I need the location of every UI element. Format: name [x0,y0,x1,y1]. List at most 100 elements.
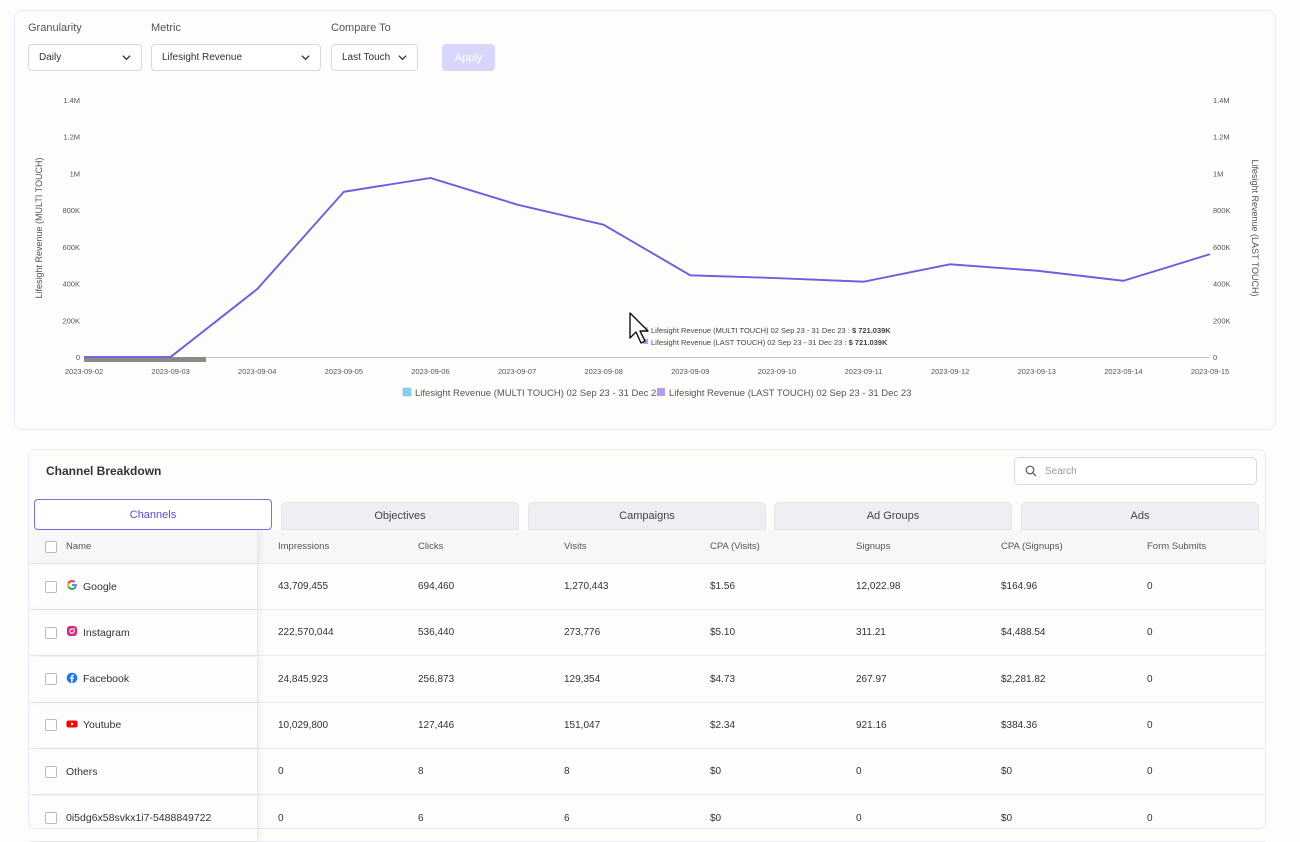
cell-impressions: 24,845,923 [278,673,329,685]
legend-swatch-last [657,388,665,396]
channel-name[interactable]: Others [66,749,98,794]
y-tick-label-right: 1.2M [1213,133,1230,142]
metric-select[interactable]: Lifesight Revenue [151,44,321,71]
tab-objectives[interactable]: Objectives [281,502,519,530]
tab-ads[interactable]: Ads [1021,502,1259,530]
cell-form-submits: 0 [1147,719,1153,731]
column-header-signups[interactable]: Signups [856,541,891,552]
chart-tooltip: Lifesight Revenue (MULTI TOUCH) 02 Sep 2… [643,326,891,347]
row-checkbox[interactable] [45,765,57,778]
cell-cpa-signups: $164.96 [1001,581,1038,592]
name-cell: Youtube [29,702,258,748]
column-header-visits[interactable]: Visits [564,541,587,552]
cell-impressions: 43,709,455 [278,581,329,592]
y-tick-label-right: 400K [1213,280,1231,289]
y-tick-label-right: 0 [1213,353,1217,362]
y-tick-label-right: 1M [1213,169,1223,178]
row-checkbox[interactable] [45,812,57,824]
name-cell: Facebook [29,656,258,702]
cell-visits: 8 [564,766,570,778]
cell-cpa-signups: $0 [1001,766,1013,778]
cell-cpa-signups: $0 [1001,812,1013,824]
channel-name[interactable]: Youtube [66,703,121,748]
cell-cpa-visits: $1.56 [710,581,736,592]
chevron-down-icon [122,55,131,61]
channel-name[interactable]: 0i5dg6x58svkx1i7-5488849722 [66,796,211,841]
row-checkbox[interactable] [45,626,57,639]
facebook-icon [66,672,78,687]
cell-impressions: 0 [278,812,284,824]
column-header-cpa-visits[interactable]: CPA (Visits) [710,541,760,552]
row-checkbox[interactable] [45,580,57,593]
channel-name[interactable]: Google [66,564,117,609]
select-all-checkbox[interactable] [45,540,57,553]
x-tick-label: 2023-09-08 [585,367,623,376]
series-line-0[interactable] [84,177,1211,358]
revenue-line-chart: 0 200K 400K 600K 800K 1M 1.2M 1.4M 0 200K 400K 600… [34,96,1260,399]
chevron-down-icon [398,55,407,61]
cell-form-submits: 0 [1147,627,1153,639]
row-checkbox[interactable] [45,673,57,686]
legend-label-last[interactable]: Lifesight Revenue (LAST TOUCH) 02 Sep 23… [669,388,911,399]
cell-impressions: 222,570,044 [278,627,334,639]
column-header-name[interactable]: Name [66,541,92,552]
cell-cpa-visits: $2.34 [710,719,736,731]
table-row[interactable]: Others 0 8 8 $0 0 $0 0 [29,749,1265,796]
cell-clicks: 256,873 [418,673,455,685]
y-tick-label-right: 800K [1213,206,1231,215]
tooltip-line-last: Lifesight Revenue (LAST TOUCH) 02 Sep 23… [651,338,888,347]
x-tick-label: 2023-09-05 [325,367,363,376]
column-header-impressions[interactable]: Impressions [278,541,330,552]
x-tick-label: 2023-09-02 [65,367,103,376]
column-header-clicks[interactable]: Clicks [418,541,444,552]
y-tick-label-left: 400K [62,280,80,289]
table-header: Name Impressions Clicks Visits CPA (Visi… [29,530,1265,564]
tab-ad-groups[interactable]: Ad Groups [774,502,1012,530]
name-cell: 0i5dg6x58svkx1i7-5488849722 [29,795,258,841]
compare-select[interactable]: Last Touch [331,44,418,71]
table-row[interactable]: Google 43,709,455 694,460 1,270,443 $1.56 12,… [29,564,1265,610]
x-tick-label: 2023-09-11 [845,367,883,376]
cell-cpa-signups: $4,488.54 [1001,627,1046,639]
chart-card [14,10,1276,430]
compare-label: Compare To [331,22,391,34]
x-tick-label: 2023-09-06 [411,367,449,376]
apply-button[interactable]: Apply [442,44,495,71]
cell-form-submits: 0 [1147,812,1153,824]
cell-cpa-visits: $0 [710,766,722,778]
table-row[interactable]: Youtube 10,029,800 127,446 151,047 $2.34 921.… [29,702,1265,749]
name-cell: Instagram [29,610,258,656]
table-row[interactable]: Instagram 222,570,044 536,440 273,776 $5.10 3… [29,610,1265,657]
y-tick-label-left: 1.2M [63,133,80,142]
range-slider-handle[interactable] [84,357,206,362]
row-checkbox[interactable] [45,719,57,732]
column-header-cpa-signups[interactable]: CPA (Signups) [1001,541,1063,552]
cell-visits: 273,776 [564,627,601,639]
table-row[interactable]: Facebook 24,845,923 256,873 129,354 $4.73 267… [29,656,1265,703]
y-tick-label-right: 1.4M [1213,96,1230,105]
cell-signups: 12,022.98 [856,581,901,592]
table-row[interactable]: 0i5dg6x58svkx1i7-5488849722 0 6 6 $0 0 $0 0 [29,795,1265,842]
name-cell: Others [29,749,258,795]
cell-visits: 151,047 [564,719,601,731]
legend-label-multi[interactable]: Lifesight Revenue (MULTI TOUCH) 02 Sep 2… [415,388,662,399]
google-icon [66,579,78,594]
cell-clicks: 536,440 [418,627,455,639]
search-input[interactable] [1045,465,1235,477]
channel-name[interactable]: Instagram [66,610,130,655]
tab-channels[interactable]: Channels [34,499,272,530]
tab-campaigns[interactable]: Campaigns [528,502,766,530]
channel-name[interactable]: Facebook [66,657,129,702]
cell-signups: 311.21 [856,627,886,639]
column-header-form-submits[interactable]: Form Submits [1147,541,1207,552]
metric-label: Metric [151,22,181,34]
cell-clicks: 6 [418,812,424,824]
y-tick-label-left: 1M [70,169,80,178]
x-tick-label: 2023-09-09 [671,367,709,376]
tooltip-swatch-last [643,339,648,344]
granularity-select[interactable]: Daily [28,44,142,71]
legend-swatch-multi [402,387,412,397]
y-tick-label-left: 1.4M [63,96,80,105]
search-box[interactable] [1014,457,1257,485]
channel-name-label: Facebook [83,673,130,686]
